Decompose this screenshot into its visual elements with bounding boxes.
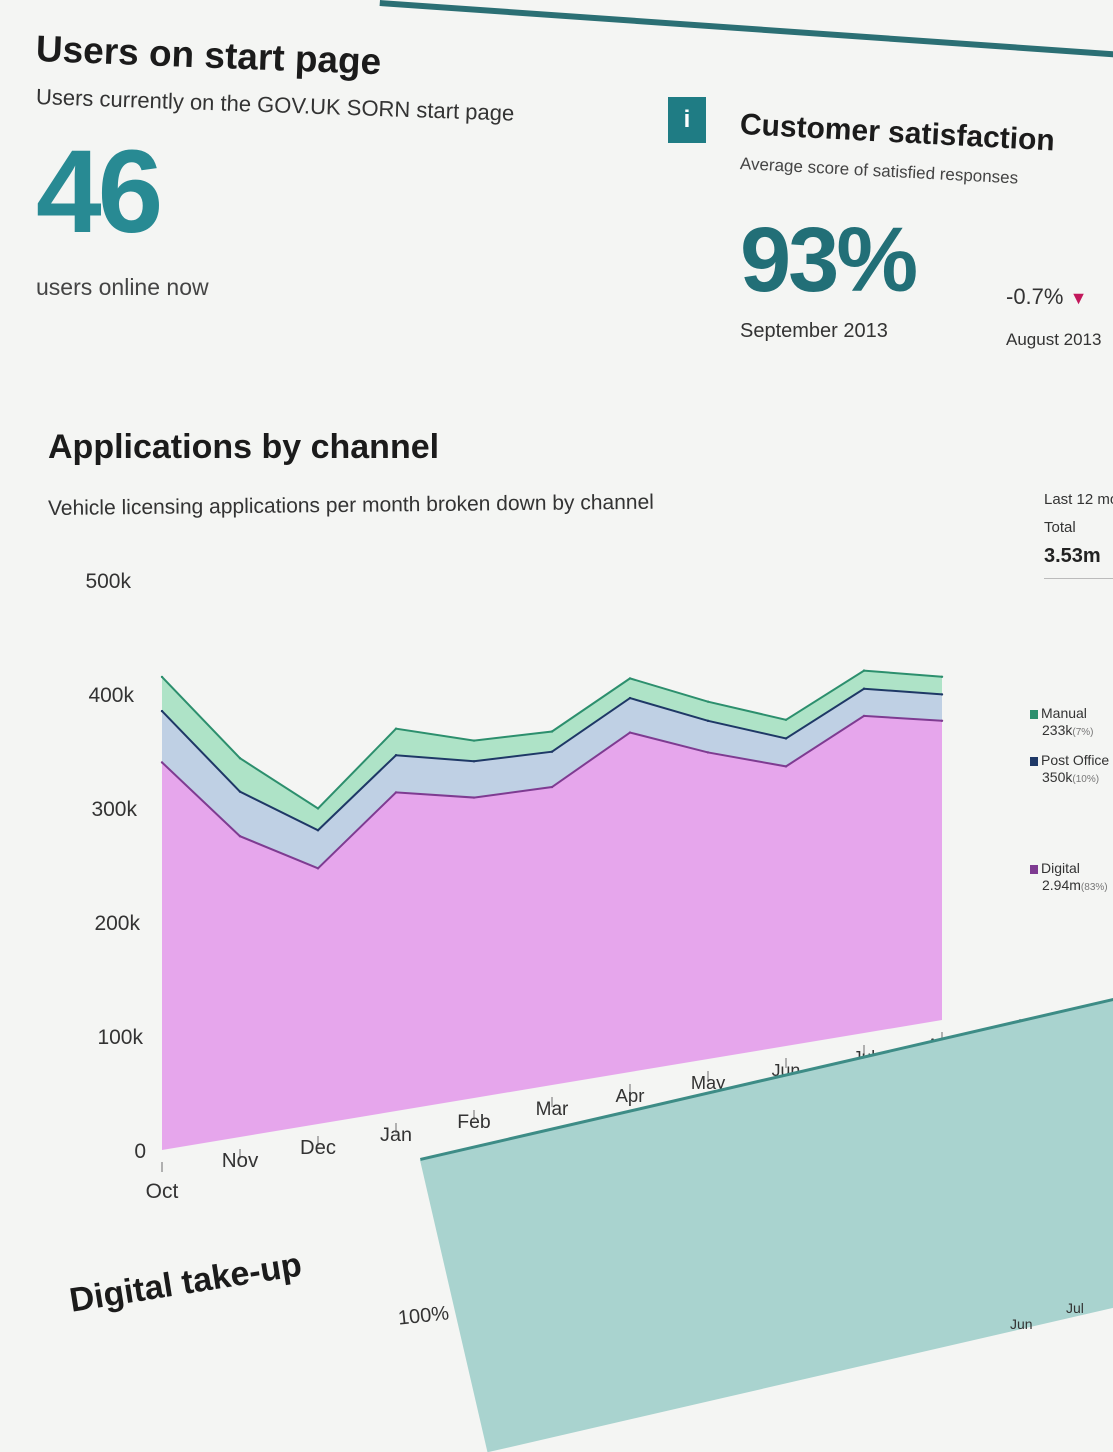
summary-period-label: Last 12 mo [1044,491,1113,508]
channel-summary: Last 12 mo Total 3.53m [1044,486,1113,579]
point-digital [862,714,866,718]
legend-value-manual: 233k [1042,722,1073,738]
y-tick-label: 200k [94,912,140,935]
point-digital [628,731,632,734]
y-tick-label: 500k [85,570,131,593]
users-online-count: 46 [36,126,163,258]
legend-swatch-digital [1030,864,1038,874]
legend-item-manual[interactable]: Manual 233k(7%) [1030,705,1093,741]
x-tick-label: Nov [222,1149,259,1172]
legend-item-post-office[interactable]: Post Office 350k(10%) [1030,752,1109,788]
point-post-office [940,693,944,696]
point-manual [628,677,632,680]
point-manual [160,675,164,679]
point-digital [706,751,710,754]
legend-pct-digital: (83%) [1080,882,1108,893]
point-post-office [394,754,398,757]
point-post-office [238,790,242,793]
info-icon[interactable]: i [668,97,706,143]
digital-takeup-x-tick: Jul [1066,1300,1084,1316]
y-tick-label: 0 [134,1140,146,1163]
users-card-description: Users currently on the GOV.UK SORN start… [35,84,515,126]
channel-section-description: Vehicle licensing applications per month… [47,490,654,520]
legend-swatch-manual [1030,709,1038,719]
satisfaction-description: Average score of satisfied responses [739,154,1019,188]
customer-satisfaction-card: Customer satisfaction Average score of s… [739,108,1110,349]
y-tick-label: 300k [91,798,137,821]
point-post-office [628,696,632,700]
point-digital [394,791,398,794]
legend-pct-manual: (7%) [1072,727,1094,738]
satisfaction-title: Customer satisfaction [739,108,1056,158]
legend-item-digital[interactable]: Digital 2.94m(83%) [1030,860,1108,896]
point-digital [472,796,476,799]
point-post-office [160,709,164,713]
legend-name-post-office: Post Office [1041,752,1110,768]
point-post-office [316,829,320,832]
area-manual [162,670,942,831]
down-arrow-icon: ▼ [1069,288,1088,308]
x-tick-label: Oct [146,1180,179,1203]
satisfaction-change-value: -0.7% [1006,284,1064,309]
digital-takeup-x-tick: Jun [1010,1316,1033,1332]
point-digital [316,867,320,870]
point-manual [550,730,554,733]
legend-value-digital: 2.94m [1042,877,1081,893]
point-manual [394,727,398,730]
applications-by-channel-chart: 0 100k 200k 300k 400k 500k Oct Nov Dec Jan Feb Mar A… [85,570,1030,1203]
point-post-office [472,760,476,763]
digital-takeup-y-label: 100% [396,1302,451,1330]
point-manual [472,739,476,742]
users-on-start-page-card: Users on start page Users currently on t… [35,28,596,301]
point-digital [784,765,788,768]
point-manual [784,718,788,721]
legend-value-post-office: 350k [1042,769,1073,785]
legend-name-digital: Digital [1041,860,1080,876]
point-manual [238,757,242,760]
legend-pct-post-office: (10%) [1072,774,1100,785]
point-manual [316,807,320,810]
area-post-office [162,688,942,869]
x-tick-label: Mar [536,1099,569,1120]
y-tick-label: 400k [88,684,134,707]
y-tick-label: 100k [97,1026,143,1049]
point-post-office [862,687,866,690]
legend-swatch-post-office [1030,756,1038,766]
point-digital [160,761,164,764]
x-tick-label: May [691,1073,726,1093]
satisfaction-previous-period: August 2013 [1006,330,1102,349]
point-manual [940,675,944,678]
satisfaction-value: 93% [740,209,918,311]
x-tick-label: Dec [300,1137,336,1159]
users-card-title: Users on start page [35,28,383,83]
satisfaction-period: September 2013 [740,320,888,342]
summary-total-label: Total [1044,519,1076,536]
x-tick-label: Feb [457,1111,490,1133]
point-manual [706,700,710,703]
satisfaction-change: -0.7% ▼ [1006,284,1087,310]
x-tick-label: Apr [616,1085,645,1106]
point-post-office [784,737,788,740]
summary-total-value: 3.53m [1044,545,1101,567]
summary-divider [1044,578,1113,579]
point-digital [238,835,242,838]
users-online-label: users online now [36,274,209,300]
digital-takeup-title: Digital take-up [66,1245,305,1320]
point-manual [862,669,866,672]
point-digital [940,719,944,722]
legend-name-manual: Manual [1041,705,1087,721]
point-digital [550,785,554,789]
x-tick-label: Jan [380,1124,412,1146]
point-post-office [706,719,710,723]
point-post-office [550,750,554,753]
area-digital [162,715,942,1150]
channel-section-title: Applications by channel [48,428,440,466]
